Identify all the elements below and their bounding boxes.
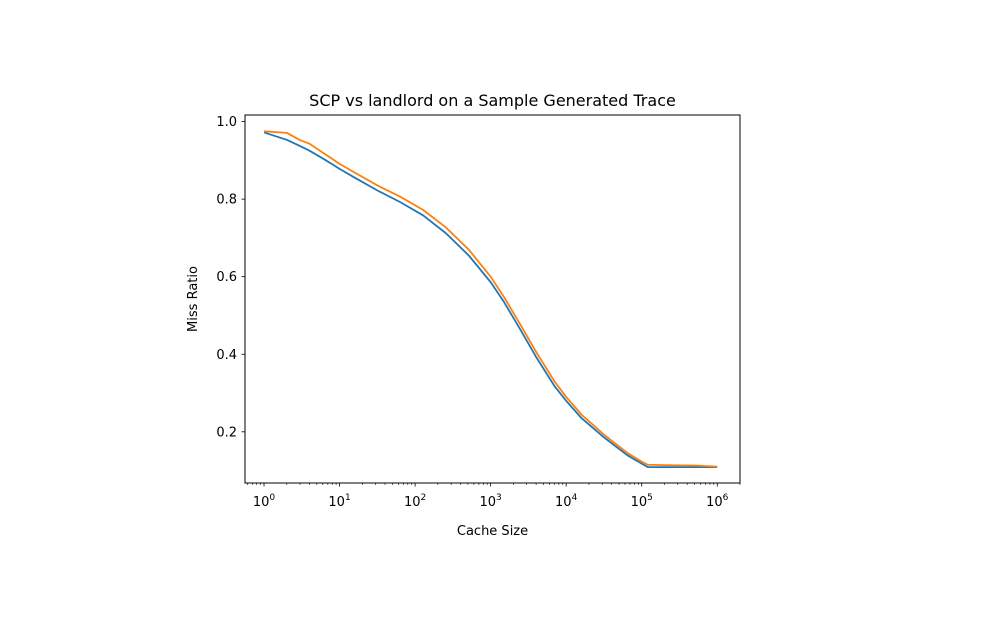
x-tick-label: 103 (480, 493, 502, 510)
y-axis-label: Miss Ratio (186, 266, 201, 332)
x-tick-label: 104 (555, 493, 578, 510)
x-axis: 100 101 102 103 104 105 106 (246, 483, 741, 510)
x-tick-label: 101 (328, 493, 350, 510)
x-tick-label: 106 (706, 493, 729, 510)
x-tick-label: 100 (253, 493, 276, 510)
chart-title: SCP vs landlord on a Sample Generated Tr… (309, 91, 676, 110)
series-group (263, 130, 718, 469)
y-tick-label: 0.8 (216, 193, 237, 208)
series-line-2 (263, 130, 718, 468)
series-line-1 (263, 131, 718, 469)
x-tick-label: 102 (404, 493, 426, 510)
y-tick-label: 0.6 (216, 270, 237, 285)
plot-frame (244, 114, 741, 484)
y-axis: 0.2 0.4 0.6 0.8 1.0 (216, 115, 245, 440)
x-axis-label: Cache Size (457, 524, 528, 539)
y-tick-label: 1.0 (216, 115, 237, 130)
y-tick-label: 0.4 (216, 348, 237, 363)
y-tick-label: 0.2 (216, 425, 237, 440)
x-tick-label: 105 (631, 493, 653, 510)
